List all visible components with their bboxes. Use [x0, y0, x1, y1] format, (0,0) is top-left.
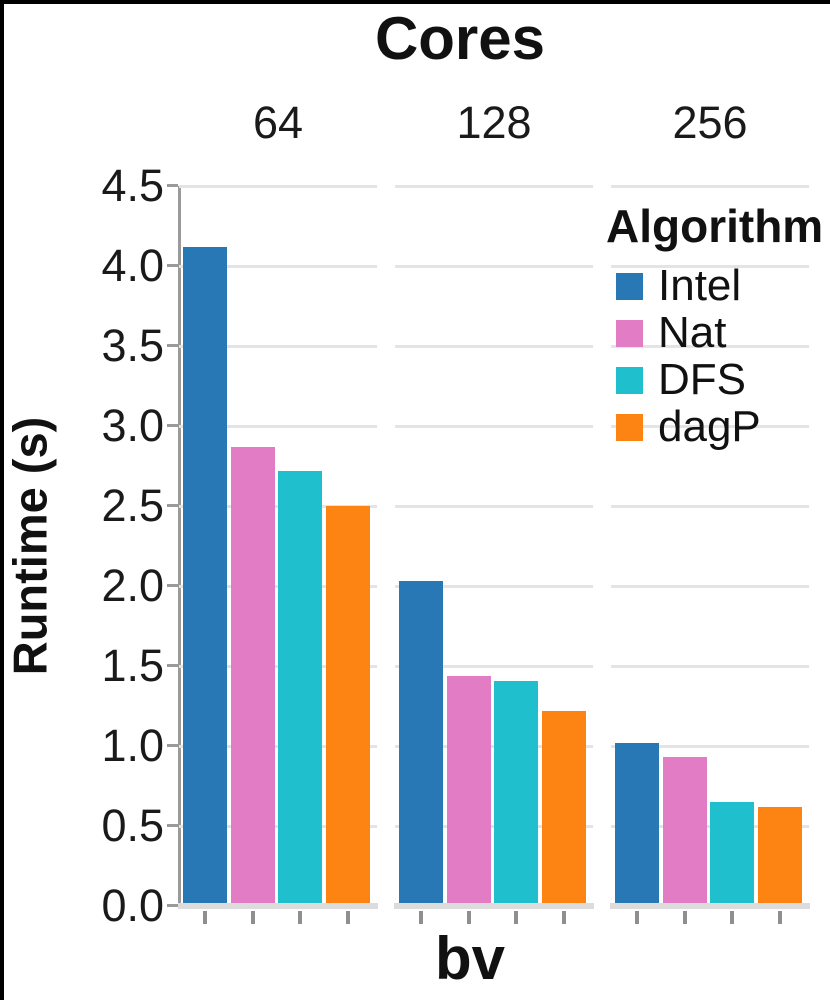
x-axis-baseline [610, 903, 810, 909]
frame-border-left [0, 0, 4, 1000]
y-tick-mark [167, 264, 178, 267]
legend-swatch-dfs-icon [616, 366, 643, 394]
gridline [611, 745, 809, 748]
gridline [611, 265, 809, 268]
y-tick-mark [167, 424, 178, 427]
y-tick-label: 4.0 [101, 240, 164, 291]
y-tick-label: 2.0 [101, 560, 164, 611]
legend-swatch-nat-icon [616, 319, 643, 347]
gridline [611, 425, 809, 428]
x-tick-mark [562, 911, 566, 924]
y-tick-mark [167, 904, 178, 907]
y-tick-label: 3.0 [101, 400, 164, 451]
bar-intel-128 [399, 581, 443, 903]
x-tick-mark [635, 911, 639, 924]
y-tick-label: 0.0 [101, 880, 164, 931]
bar-nat-128 [447, 676, 491, 903]
y-tick-label: 4.5 [101, 160, 164, 211]
y-tick-mark [167, 344, 178, 347]
bar-dfs-128 [494, 681, 538, 903]
y-tick-label: 3.5 [101, 320, 164, 371]
x-tick-mark [298, 911, 302, 924]
y-tick-label: 2.5 [101, 480, 164, 531]
y-axis-line [178, 186, 181, 906]
gridline [179, 185, 377, 188]
y-tick-mark [167, 184, 178, 187]
x-tick-mark [346, 911, 350, 924]
y-tick-label: 0.5 [101, 800, 164, 851]
facet-label-256: 256 [672, 97, 748, 148]
bar-dagp-64 [326, 506, 370, 903]
gridline [395, 345, 593, 348]
gridline [611, 345, 809, 348]
gridline [395, 585, 593, 588]
y-axis-title: Runtime (s) [3, 416, 57, 676]
gridline [395, 265, 593, 268]
x-tick-mark [514, 911, 518, 924]
bar-dfs-256 [710, 802, 754, 903]
bar-intel-64 [183, 247, 227, 903]
gridline [179, 345, 377, 348]
gridline [395, 185, 593, 188]
x-tick-mark [467, 911, 471, 924]
legend-item-dfs: DFS [616, 357, 746, 403]
gridline [611, 665, 809, 668]
gridline [395, 665, 593, 668]
legend-label: Intel [658, 261, 742, 310]
frame-border-top [0, 0, 830, 4]
x-tick-mark [683, 911, 687, 924]
facet-label-128: 128 [456, 97, 532, 148]
x-tick-mark [251, 911, 255, 924]
legend-item-nat: Nat [616, 310, 726, 356]
x-axis-baseline [178, 903, 378, 909]
legend-title: Algorithm [606, 200, 824, 252]
gridline [611, 585, 809, 588]
legend-item-dagp: dagP [616, 404, 761, 450]
legend-label: DFS [658, 355, 746, 404]
legend-label: Nat [658, 308, 727, 357]
bar-dagp-256 [758, 807, 802, 903]
gridline [395, 425, 593, 428]
bar-dfs-64 [278, 471, 322, 903]
gridline [611, 185, 809, 188]
bar-nat-256 [663, 757, 707, 903]
y-tick-mark [167, 504, 178, 507]
x-tick-mark [419, 911, 423, 924]
x-axis-baseline [394, 903, 594, 909]
gridline [611, 505, 809, 508]
x-tick-mark [203, 911, 207, 924]
bar-dagp-128 [542, 711, 586, 903]
bar-intel-256 [615, 743, 659, 903]
x-tick-mark [730, 911, 734, 924]
y-tick-mark [167, 744, 178, 747]
gridline [395, 505, 593, 508]
chart-title: Cores [374, 5, 546, 72]
gridline [179, 265, 377, 268]
y-tick-mark [167, 664, 178, 667]
legend-item-intel: Intel [616, 263, 741, 309]
legend-label: dagP [658, 402, 761, 451]
x-axis-title: bv [434, 925, 506, 992]
y-tick-mark [167, 824, 178, 827]
facet-label-64: 64 [252, 97, 304, 148]
bar-nat-64 [231, 447, 275, 903]
y-tick-label: 1.0 [101, 720, 164, 771]
y-tick-mark [167, 584, 178, 587]
x-tick-mark [778, 911, 782, 924]
y-tick-label: 1.5 [101, 640, 164, 691]
legend-swatch-intel-icon [616, 272, 643, 300]
gridline [179, 425, 377, 428]
legend-swatch-dagp-icon [616, 413, 643, 441]
